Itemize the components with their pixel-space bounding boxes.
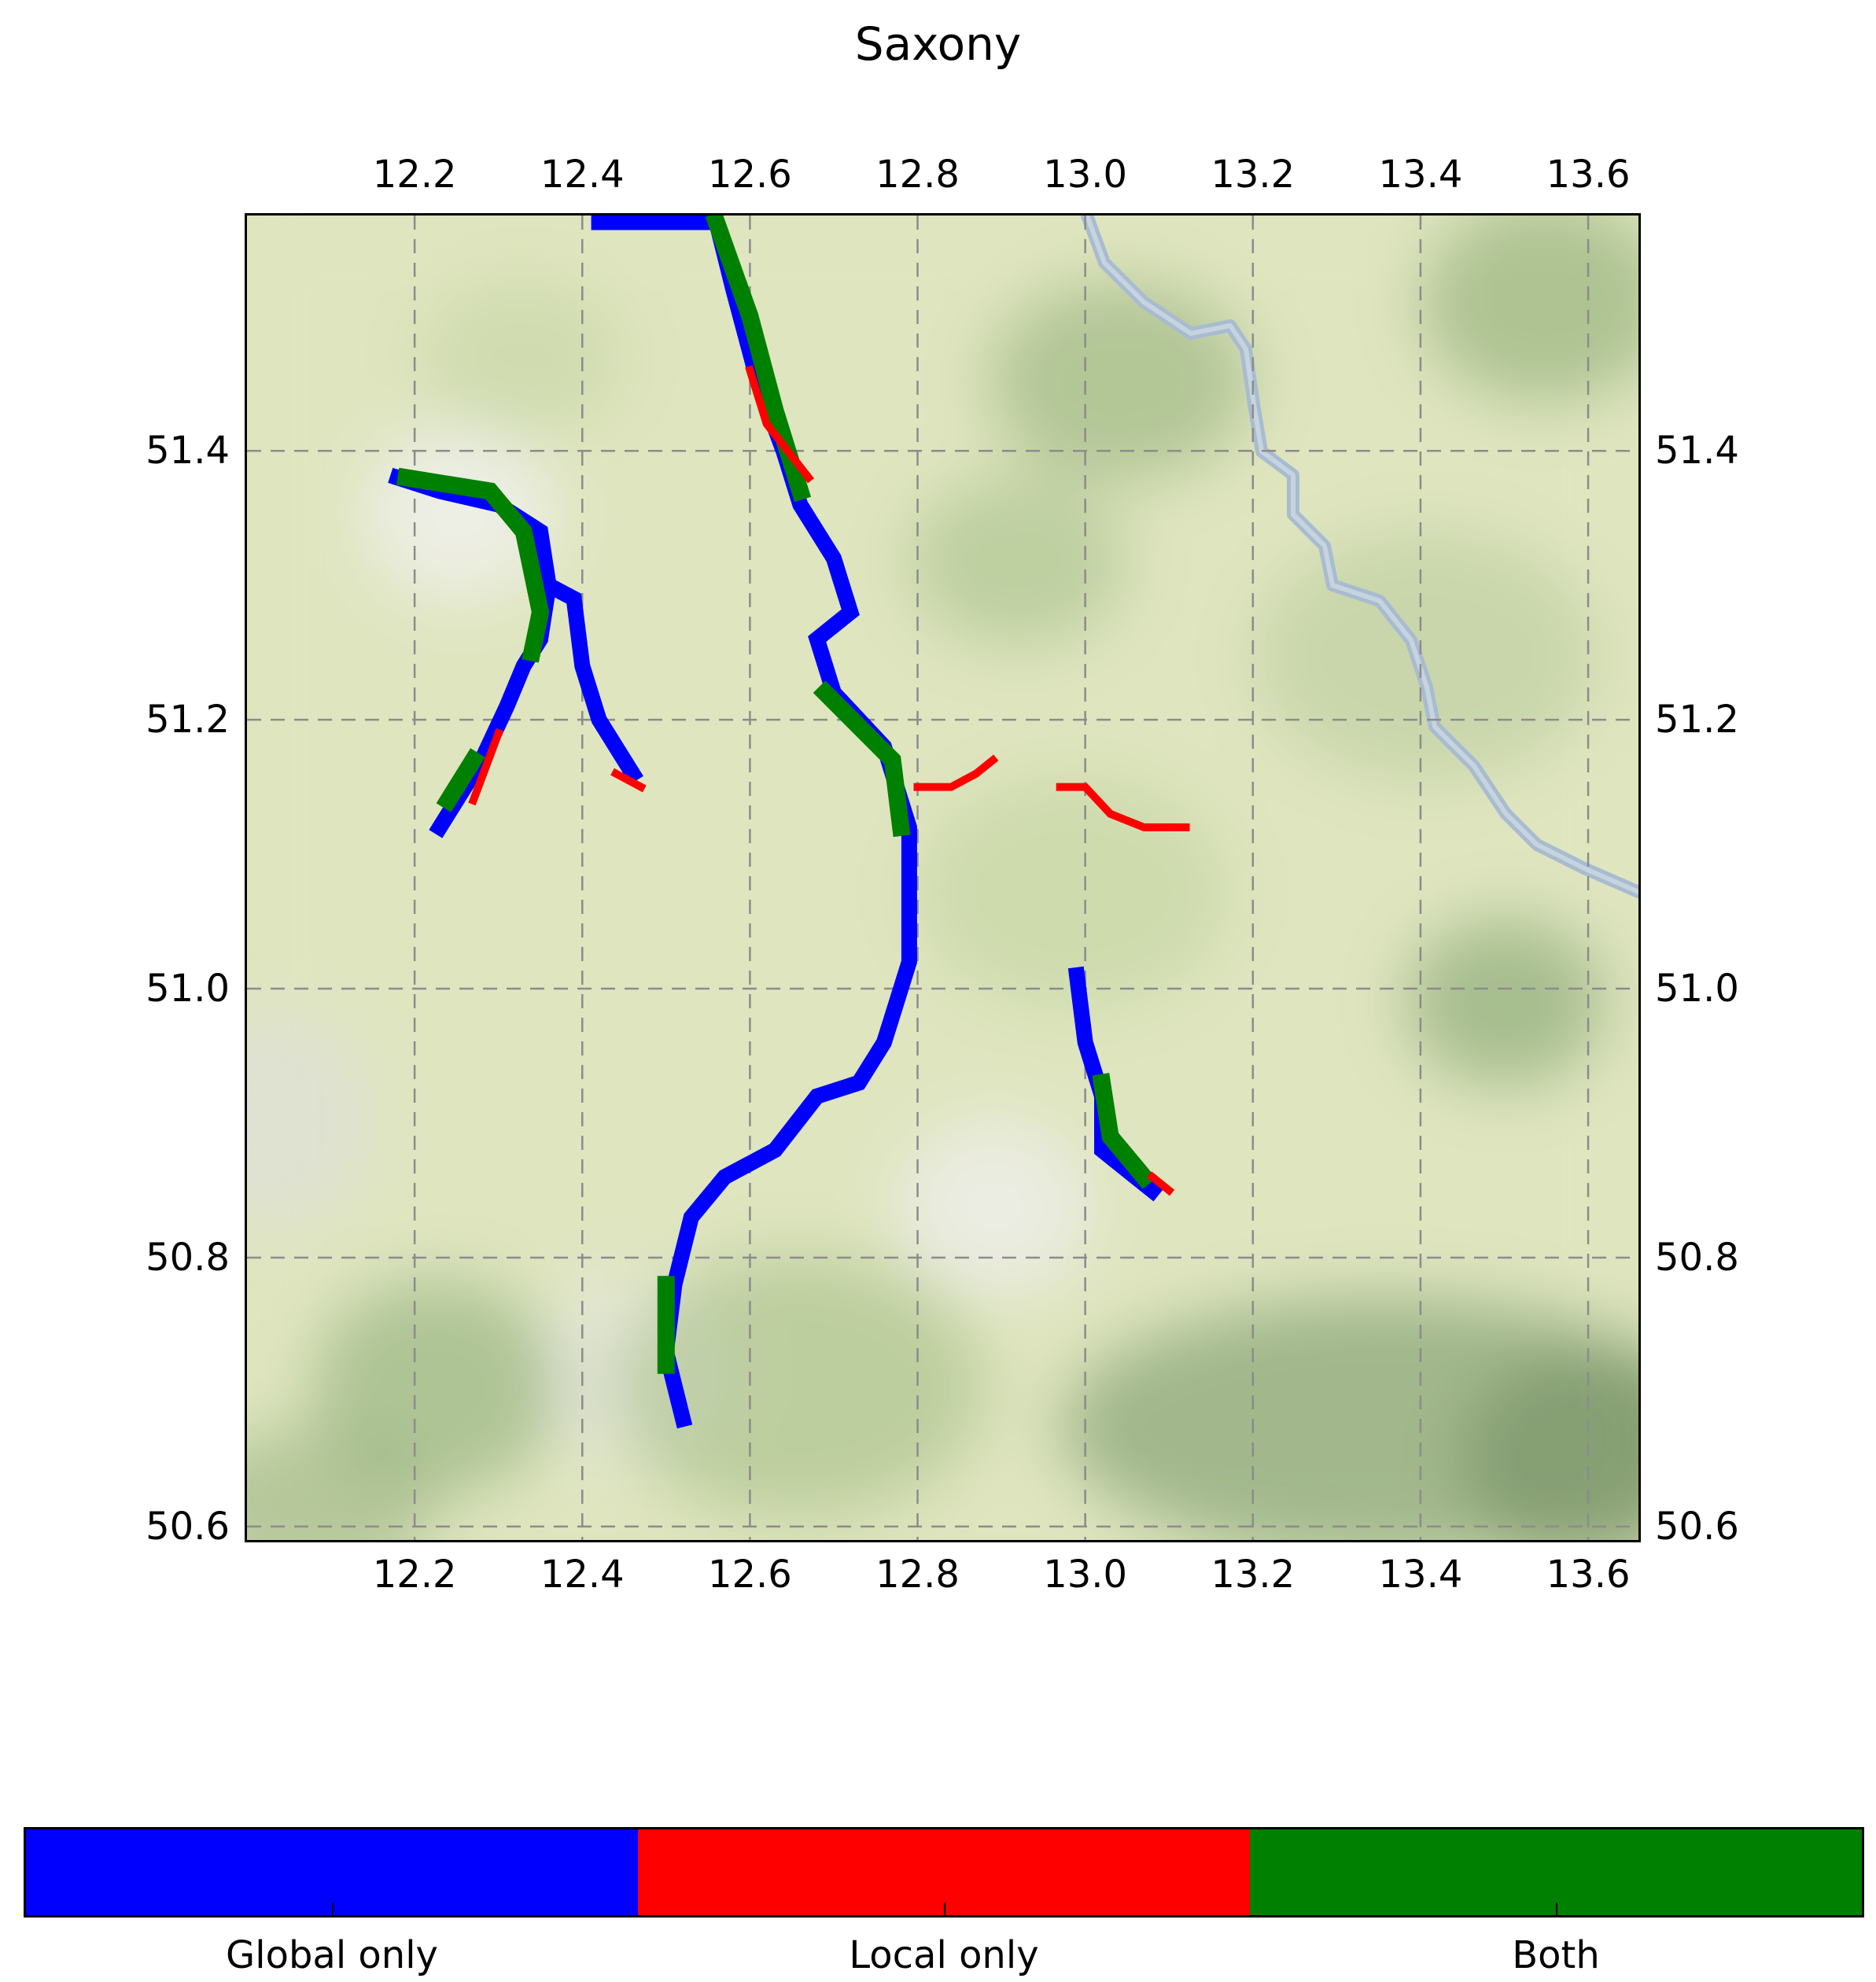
map-title: Saxony — [854, 17, 1022, 71]
flood-segment-local-only — [1146, 1171, 1175, 1196]
flood-segment-local-only — [610, 768, 647, 793]
x-tick-label: 13.4 — [1378, 1553, 1463, 1597]
map-canvas — [247, 216, 1638, 1540]
terrain-relief — [247, 216, 1638, 1540]
flood-segment-local-only — [1056, 783, 1190, 831]
colorbar-segment — [638, 1829, 1250, 1915]
x-tick-label: 12.6 — [707, 153, 792, 197]
x-tick-label: 13.0 — [1043, 153, 1128, 197]
colorbar-label: Local only — [849, 1933, 1039, 1977]
flood-segment-both — [396, 467, 550, 663]
x-tick-label: 12.4 — [540, 1553, 625, 1597]
river-elbe — [1081, 216, 1638, 898]
flood-segment-both — [1092, 1073, 1156, 1189]
colorbar-tick — [332, 1903, 334, 1915]
colorbar-segment — [1250, 1829, 1862, 1915]
gridlines — [247, 216, 1638, 1540]
colorbar-segment — [26, 1829, 638, 1915]
y-tick-label: 50.8 — [1655, 1235, 1739, 1280]
y-tick-label: 51.2 — [1655, 698, 1739, 742]
x-tick-label: 12.2 — [372, 153, 457, 197]
flood-segment-global-only — [538, 574, 643, 785]
x-tick-label: 13.2 — [1211, 153, 1296, 197]
x-tick-label: 12.6 — [707, 1553, 792, 1597]
x-tick-label: 13.0 — [1043, 1553, 1128, 1597]
colorbar-label: Both — [1512, 1933, 1600, 1977]
flood-local-only — [468, 365, 1190, 1196]
y-tick-label: 50.8 — [146, 1235, 230, 1280]
flood-segment-local-only — [913, 754, 999, 791]
flood-segment-both — [813, 680, 911, 838]
y-tick-label: 51.0 — [1655, 967, 1739, 1011]
legend-colorbar — [24, 1827, 1864, 1918]
y-tick-label: 51.0 — [146, 967, 230, 1011]
x-tick-label: 12.4 — [540, 153, 625, 197]
x-tick-label: 12.8 — [875, 1553, 960, 1597]
x-tick-label: 13.6 — [1546, 153, 1631, 197]
y-tick-label: 50.6 — [146, 1504, 230, 1549]
colorbar-tick — [1556, 1903, 1557, 1915]
colorbar-tick — [944, 1903, 945, 1915]
colorbar-label: Global only — [226, 1933, 438, 1977]
y-tick-label: 50.6 — [1655, 1504, 1739, 1549]
x-tick-label: 12.2 — [372, 1553, 457, 1597]
y-tick-label: 51.4 — [1655, 429, 1739, 473]
x-tick-label: 12.8 — [875, 153, 960, 197]
flood-segment-both — [436, 748, 485, 812]
x-tick-label: 13.2 — [1211, 1553, 1296, 1597]
x-tick-label: 13.4 — [1378, 153, 1463, 197]
y-tick-label: 51.2 — [146, 698, 230, 742]
y-tick-label: 51.4 — [146, 429, 230, 473]
x-tick-label: 13.6 — [1546, 1553, 1631, 1597]
map-panel[interactable] — [245, 213, 1641, 1542]
flood-segment-local-only — [468, 728, 504, 806]
flood-segment-local-only — [745, 365, 815, 484]
